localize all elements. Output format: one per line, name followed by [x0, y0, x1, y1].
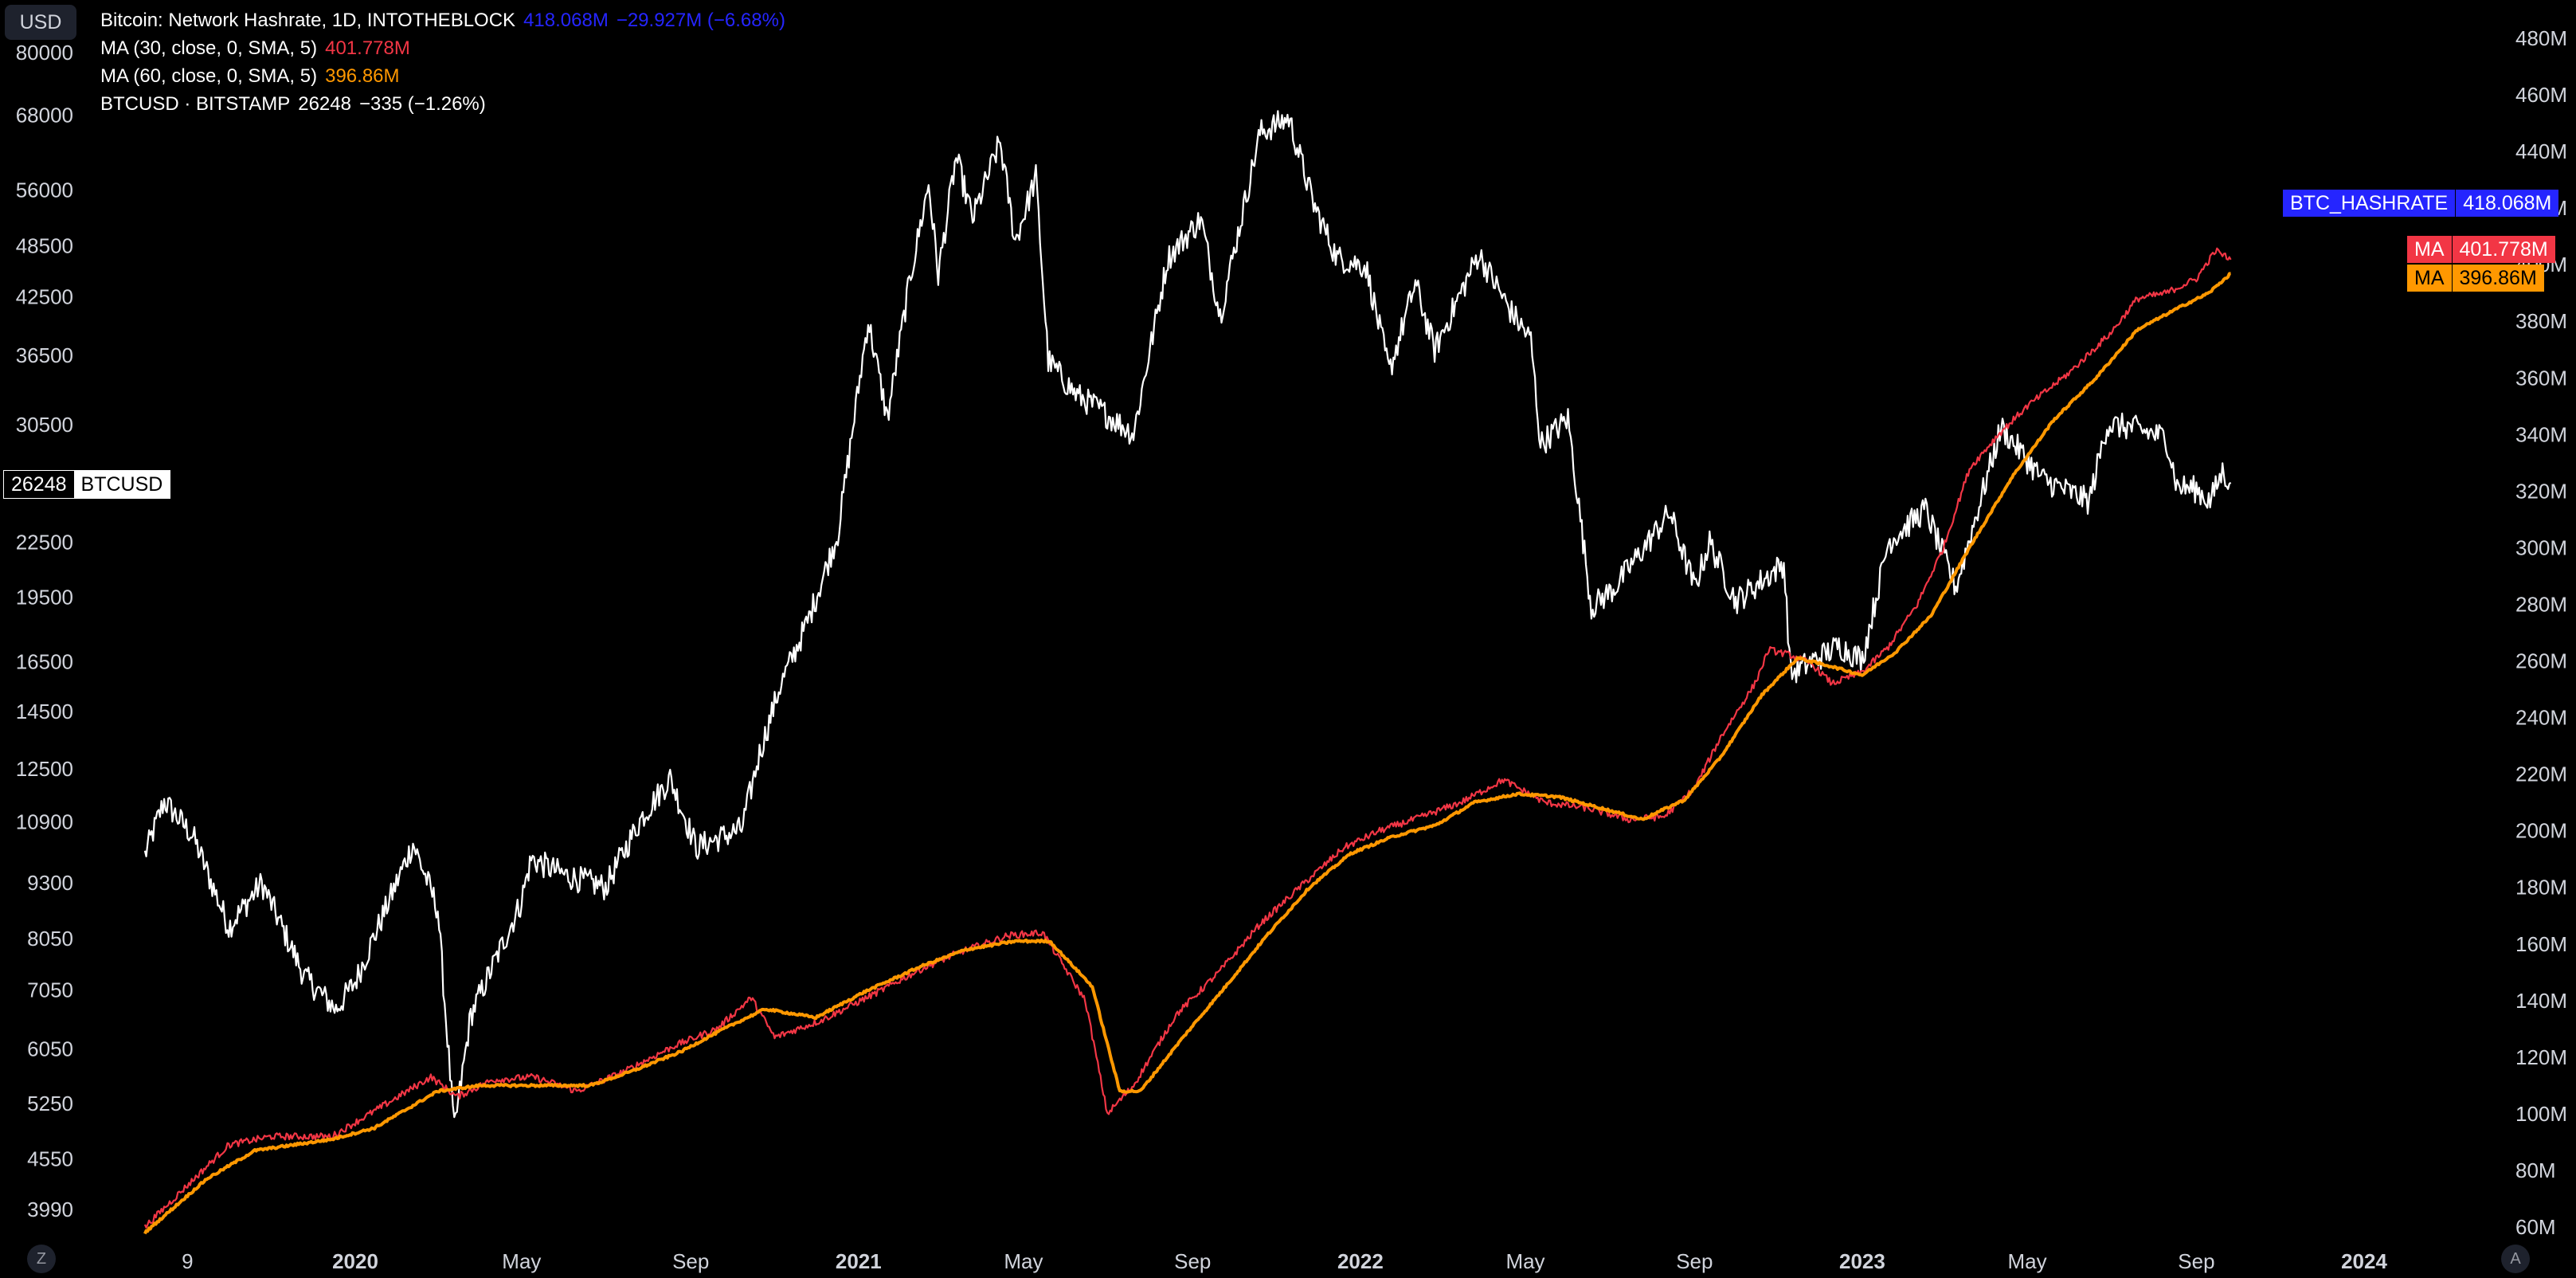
x-axis-tick: May: [1004, 1249, 1043, 1273]
left-axis-tick: 8050: [27, 927, 73, 951]
left-axis-tick: 4550: [27, 1147, 73, 1170]
left-axis-tick: 5250: [27, 1092, 73, 1115]
right-axis-tick: 60M: [2515, 1215, 2556, 1239]
legend-btcusd-value: 26248: [298, 93, 351, 115]
btcusd-line[interactable]: [143, 110, 2232, 1119]
legend-btcusd[interactable]: BTCUSD · BITSTAMP 26248 −335 (−1.26%): [100, 90, 793, 118]
x-axis-tick: Sep: [2178, 1249, 2214, 1273]
x-axis-tick: 2020: [332, 1249, 378, 1273]
legend-ma30-value: 401.778M: [325, 37, 410, 59]
legend-ma60-value: 396.86M: [325, 65, 400, 87]
zoom-button[interactable]: Z: [27, 1245, 56, 1273]
right-axis-tick: 440M: [2515, 139, 2567, 163]
right-axis-tick: 200M: [2515, 819, 2567, 843]
legend-hashrate-value: 418.068M: [523, 10, 609, 31]
left-axis-tick: 6050: [27, 1037, 73, 1060]
left-axis-tick: 3990: [27, 1198, 73, 1221]
auto-scale-button[interactable]: A: [2501, 1245, 2530, 1273]
legend-ma60-title: MA (60, close, 0, SMA, 5): [100, 65, 318, 87]
left-axis-tick: 14500: [16, 700, 73, 723]
x-axis-tick: 9: [182, 1249, 193, 1273]
ma30-badge: MA 401.778M: [2407, 236, 2555, 263]
right-axis-tick: 240M: [2515, 706, 2567, 730]
left-price-axis[interactable]: 80000 68000 56000 48500 42500 36500 30500 22500…: [16, 41, 73, 1221]
ma30-badge-label: MA: [2407, 236, 2452, 263]
legend-btcusd-title: BTCUSD · BITSTAMP: [100, 93, 291, 115]
x-axis-tick: Sep: [672, 1249, 709, 1273]
left-axis-tick: 80000: [16, 41, 73, 65]
left-axis-tick: 19500: [16, 586, 73, 610]
left-axis-tick: 36500: [16, 343, 73, 367]
x-axis-tick: Sep: [1676, 1249, 1713, 1273]
left-axis-tick: 10900: [16, 810, 73, 833]
right-axis-tick: 360M: [2515, 366, 2567, 390]
right-axis-tick: 280M: [2515, 592, 2567, 616]
ma30-badge-value: 401.778M: [2451, 236, 2555, 263]
right-axis-tick: 340M: [2515, 422, 2567, 446]
plot-area: [143, 110, 2232, 1235]
right-axis-tick: 100M: [2515, 1102, 2567, 1126]
x-axis-tick: May: [2008, 1249, 2047, 1273]
right-axis-tick: 300M: [2515, 535, 2567, 559]
right-axis-tick: 80M: [2515, 1158, 2556, 1182]
legend-hashrate-change: −29.927M (−6.68%): [616, 10, 785, 31]
legend-btcusd-change: −335 (−1.26%): [358, 93, 486, 115]
legend-ma30[interactable]: MA (30, close, 0, SMA, 5) 401.778M: [100, 34, 793, 62]
right-axis-tick: 460M: [2515, 83, 2567, 107]
ma60-line[interactable]: [143, 272, 2231, 1235]
right-axis-tick: 380M: [2515, 309, 2567, 333]
x-axis-tick: 2023: [1839, 1249, 1885, 1273]
hashrate-badge-value: 418.068M: [2455, 190, 2559, 217]
legend-ma30-title: MA (30, close, 0, SMA, 5): [100, 37, 318, 59]
left-axis-tick: 16500: [16, 650, 73, 674]
left-axis-tick: 68000: [16, 104, 73, 127]
ma30-line[interactable]: [143, 247, 2232, 1229]
x-axis-tick: May: [502, 1249, 541, 1273]
right-axis-tick: 260M: [2515, 649, 2567, 673]
left-axis-tick: 9300: [27, 871, 73, 895]
legend-hashrate[interactable]: Bitcoin: Network Hashrate, 1D, INTOTHEBL…: [100, 6, 793, 34]
legend-ma60[interactable]: MA (60, close, 0, SMA, 5) 396.86M: [100, 62, 793, 90]
right-axis-tick: 120M: [2515, 1045, 2567, 1069]
left-axis-tick: 56000: [16, 178, 73, 202]
left-axis-tick: 42500: [16, 284, 73, 308]
hashrate-badge: BTC_HASHRATE 418.068M: [2283, 190, 2559, 217]
legend: Bitcoin: Network Hashrate, 1D, INTOTHEBL…: [100, 6, 793, 118]
right-axis-tick: 140M: [2515, 989, 2567, 1013]
left-axis-tick: 22500: [16, 530, 73, 554]
right-axis-tick: 320M: [2515, 479, 2567, 503]
ma60-badge-value: 396.86M: [2451, 265, 2544, 292]
x-axis-tick: 2021: [836, 1249, 882, 1273]
legend-hashrate-title: Bitcoin: Network Hashrate, 1D, INTOTHEBL…: [100, 10, 516, 31]
right-axis-tick: 220M: [2515, 762, 2567, 786]
left-axis-tick: 7050: [27, 978, 73, 1002]
ma60-badge-label: MA: [2407, 265, 2452, 292]
currency-button[interactable]: USD: [5, 5, 76, 40]
ma60-badge: MA 396.86M: [2407, 265, 2544, 292]
x-axis-tick: 2022: [1337, 1249, 1384, 1273]
x-axis-tick: May: [1505, 1249, 1544, 1273]
left-axis-tick: 48500: [16, 233, 73, 257]
right-axis-tick: 160M: [2515, 932, 2567, 956]
btc-price-badge-value: 26248: [4, 471, 74, 498]
time-axis[interactable]: 9 2020 May Sep 2021 May Sep 2022 May Sep 2023 May Se…: [182, 1249, 2387, 1273]
left-axis-tick: 30500: [16, 413, 73, 437]
btc-price-badge: 26248 BTCUSD: [3, 470, 171, 499]
x-axis-tick: 2024: [2341, 1249, 2387, 1273]
btc-price-badge-label: BTCUSD: [73, 471, 170, 498]
right-axis-tick: 180M: [2515, 876, 2567, 900]
hashrate-badge-label: BTC_HASHRATE: [2283, 190, 2456, 217]
x-axis-tick: Sep: [1174, 1249, 1211, 1273]
left-axis-tick: 12500: [16, 757, 73, 781]
right-axis-tick: 480M: [2515, 26, 2567, 50]
